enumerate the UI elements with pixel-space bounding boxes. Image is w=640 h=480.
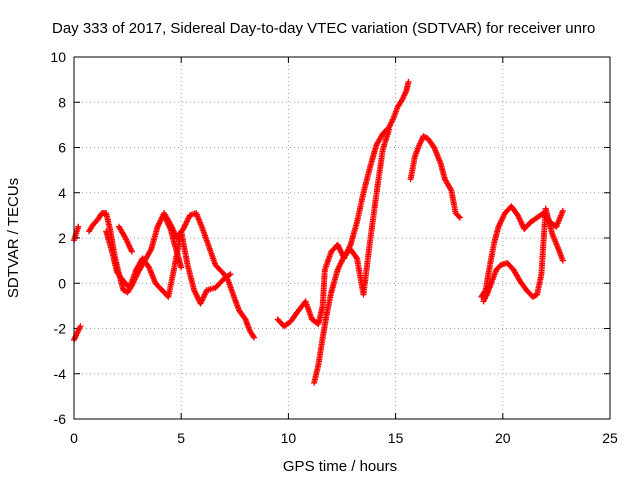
- data-point: [405, 78, 412, 85]
- data-point: [353, 254, 360, 261]
- y-tick-label: 4: [58, 185, 66, 201]
- data-series: [274, 78, 412, 330]
- data-series: [311, 126, 393, 386]
- data-point: [386, 126, 393, 133]
- y-tick-label: -2: [54, 321, 67, 337]
- x-tick-label: 10: [281, 430, 297, 446]
- data-series: [116, 223, 135, 255]
- x-tick-label: 15: [388, 430, 404, 446]
- y-axis-label: SDTVAR / TECUs: [5, 178, 22, 298]
- data-point: [75, 223, 82, 230]
- data-point: [77, 323, 84, 330]
- y-tick-label: 10: [50, 49, 66, 65]
- y-tick-label: 2: [58, 230, 66, 246]
- data-point: [128, 248, 135, 255]
- tick-layer: 0 5 10 15 20 25 -6 -4 -2 0 2 4 6 8 10: [50, 49, 618, 446]
- data-point: [456, 214, 463, 221]
- y-tick-label: -4: [54, 366, 67, 382]
- x-tick-label: 20: [495, 430, 511, 446]
- x-tick-label: 0: [70, 430, 78, 446]
- data-series: [480, 205, 566, 305]
- x-axis-label: GPS time / hours: [283, 458, 397, 475]
- chart-title: Day 333 of 2017, Sidereal Day-to-day VTE…: [52, 20, 595, 37]
- y-tick-label: -6: [54, 411, 67, 427]
- data-point: [178, 264, 185, 271]
- x-tick-label: 5: [177, 430, 185, 446]
- y-tick-label: 6: [58, 140, 66, 156]
- data-point: [227, 271, 234, 278]
- data-point: [559, 257, 566, 264]
- y-tick-label: 8: [58, 94, 66, 110]
- y-tick-label: 0: [58, 275, 66, 291]
- plot-border: [73, 56, 611, 420]
- data-point: [226, 272, 233, 279]
- series-layer: [71, 78, 566, 386]
- data-series: [71, 223, 82, 244]
- data-series: [407, 133, 463, 221]
- data-series: [161, 212, 185, 271]
- data-series: [103, 228, 234, 307]
- data-point: [455, 213, 462, 220]
- data-series: [71, 323, 84, 343]
- x-tick-label: 25: [602, 430, 618, 446]
- data-point: [559, 207, 566, 214]
- data-point: [251, 334, 258, 341]
- grid-layer: [74, 57, 610, 419]
